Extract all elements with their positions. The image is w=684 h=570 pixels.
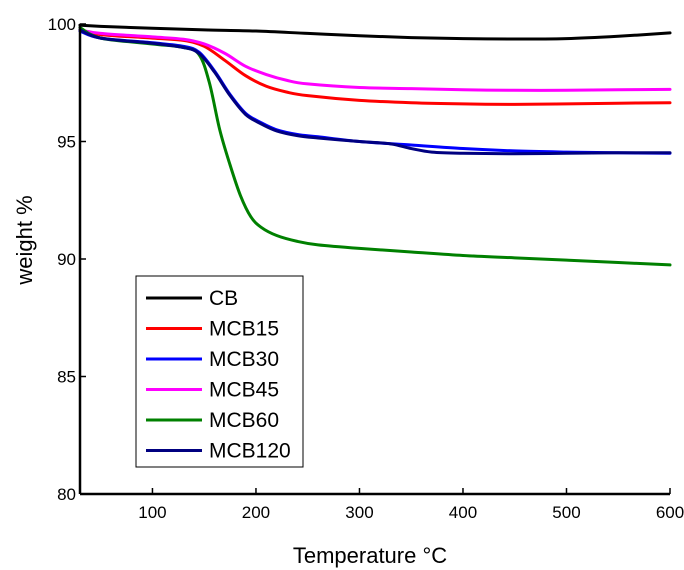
y-axis-title: weight % [12,195,37,285]
legend-label: CB [209,287,238,310]
series-line-cb [78,23,672,41]
y-tick-label: 85 [57,368,76,387]
legend-label: MCB45 [209,379,279,402]
legend-label: MCB15 [209,318,279,341]
legend-box [135,275,304,468]
y-tick-label: 95 [57,133,76,152]
legend-item-cb: CB [146,287,238,310]
x-axis-title: Temperature °C [293,543,447,568]
legend-label: MCB120 [209,440,291,463]
y-tick-label: 80 [57,485,76,504]
legend-label: MCB60 [209,409,279,432]
y-ticks: 80 85 90 95 100 [48,15,86,504]
x-tick-label: 300 [345,503,373,522]
x-tick-label: 600 [656,503,684,522]
legend-item-mcb30: MCB30 [146,348,279,371]
series-layer [78,23,672,267]
legend: CB MCB15 MCB30 MCB45 MCB60 MCB120 [135,275,304,468]
y-tick-label: 100 [48,15,76,34]
legend-label: MCB30 [209,348,279,371]
x-tick-label: 400 [449,503,477,522]
legend-item-mcb15: MCB15 [146,318,279,341]
series-line-mcb120 [78,28,672,156]
series-line-mcb45 [78,28,672,92]
legend-item-mcb45: MCB45 [146,379,279,402]
x-tick-label: 200 [242,503,270,522]
y-tick-label: 90 [57,250,76,269]
legend-item-mcb60: MCB60 [146,409,279,432]
x-ticks: 100 200 300 400 500 600 [138,488,684,522]
x-tick-label: 500 [552,503,580,522]
legend-item-mcb120: MCB120 [146,440,291,463]
x-tick-label: 100 [138,503,166,522]
